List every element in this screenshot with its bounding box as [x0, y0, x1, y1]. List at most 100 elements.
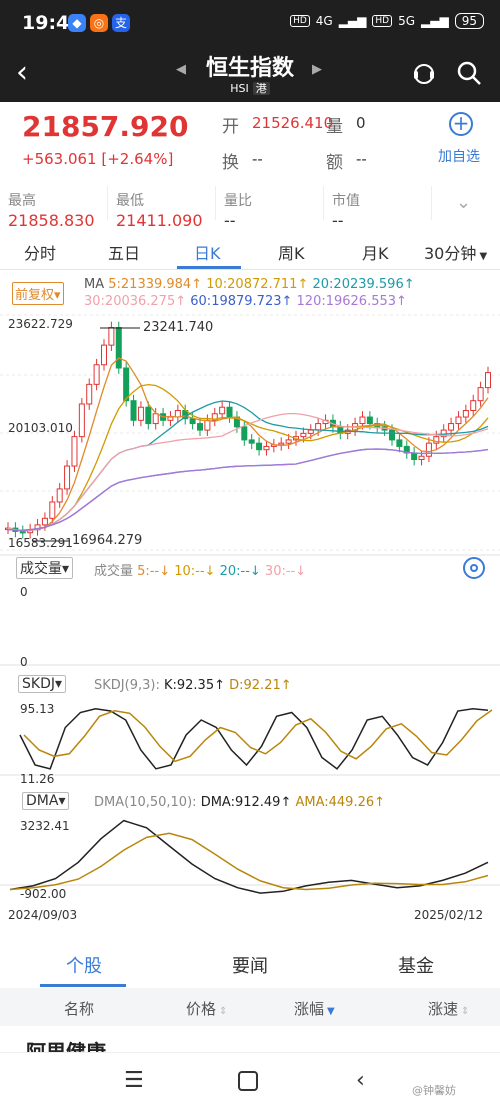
skdj-axis-bottom: 11.26 — [20, 772, 55, 786]
column-name: 名称 — [64, 1000, 95, 1018]
divider — [107, 186, 108, 220]
alipay-icon: 支 — [112, 14, 130, 32]
tab-stocks[interactable]: 个股 — [66, 956, 102, 977]
candle-body — [315, 423, 322, 431]
skdj-d-line — [23, 709, 493, 763]
caret-down-icon: ▾ — [54, 676, 63, 692]
ma30-value: 30:20036.275↑ — [84, 294, 187, 309]
candle-body — [396, 439, 403, 447]
active-tab-indicator — [40, 984, 126, 987]
candle-body — [418, 455, 425, 461]
search-icon[interactable] — [456, 60, 482, 86]
stock-code: HSI — [230, 82, 249, 95]
dma-axis-top: 3232.41 — [20, 819, 70, 833]
ma120-line — [7, 448, 489, 531]
caret-down-icon: ▾ — [62, 561, 70, 577]
candle-body — [455, 416, 462, 425]
candle-body — [49, 501, 56, 519]
hd-icon: HD — [290, 15, 310, 27]
column-speed[interactable]: 涨速 ⇕ — [428, 998, 469, 1019]
candle-body — [204, 419, 211, 431]
tab-news[interactable]: 要闻 — [232, 956, 268, 977]
dma-indicator-selector[interactable]: DMA▾ — [22, 792, 70, 810]
vol-ma30: 30:--↓ — [264, 564, 307, 579]
candle-body — [19, 530, 26, 534]
market-cap-label: 市值 — [332, 193, 360, 209]
ma-label: MA — [84, 277, 105, 292]
candle-body — [485, 372, 491, 389]
home-icon[interactable] — [238, 1071, 258, 1091]
page-subtitle: HSI 港 — [0, 80, 500, 96]
active-tab-indicator — [177, 266, 241, 269]
date-end: 2025/02/12 — [414, 908, 484, 922]
candle-body — [64, 465, 71, 490]
add-favorite-icon[interactable]: + — [449, 112, 473, 136]
y-axis-mid: 20103.010 — [8, 421, 73, 435]
skdj-indicator-selector[interactable]: SKDJ▾ — [18, 675, 67, 693]
candle-body — [300, 432, 307, 438]
chevron-down-icon[interactable]: ⌄ — [456, 192, 472, 213]
menu-icon[interactable]: ☰ — [124, 1068, 144, 1093]
candle-body — [403, 445, 410, 454]
page-title: 恒生指数 — [205, 56, 294, 81]
ma30-line — [7, 412, 489, 532]
candle-body — [211, 413, 218, 421]
market-badge: 港 — [252, 82, 270, 95]
status-bar: 19:41 ◆ ◎ 支 HD 4G ▂▄▆ HD 5G ▂▄▆ 95 — [0, 0, 500, 48]
skdj-k-value: K:92.35↑ — [163, 678, 225, 693]
tab-daily-k[interactable]: 日K — [194, 244, 221, 263]
ma20-value: 20:20239.596↑ — [312, 277, 415, 292]
ama-line — [9, 832, 489, 891]
price-change: +563.061 [+2.64%] — [22, 150, 173, 168]
turnover-label: 换 — [222, 153, 239, 173]
column-price[interactable]: 价格 ⇕ — [186, 998, 227, 1019]
candle-body — [256, 442, 263, 451]
candle-body — [440, 429, 447, 438]
tab-monthly-k[interactable]: 月K — [362, 244, 389, 263]
news-tabs — [0, 938, 500, 988]
high-value: 21858.830 — [8, 211, 95, 230]
amount-label: 额 — [326, 153, 343, 173]
tab-weekly-k[interactable]: 周K — [278, 244, 305, 263]
tab-timeshare[interactable]: 分时 — [24, 244, 57, 263]
back-icon[interactable]: ‹ — [16, 55, 28, 90]
back-nav-icon[interactable]: ‹ — [356, 1068, 365, 1093]
candle-body — [285, 439, 292, 444]
settings-gear-icon[interactable] — [463, 557, 485, 579]
volume-indicator-selector[interactable]: 成交量▾ — [16, 557, 74, 579]
ma10-value: 10:20872.711↑ — [206, 277, 309, 292]
tab-30min[interactable]: 30分钟 ▼ — [424, 240, 487, 264]
app-icon: ◆ — [68, 14, 86, 32]
candle-body — [152, 413, 159, 425]
customer-service-icon[interactable] — [411, 60, 437, 86]
candle-body — [78, 403, 85, 438]
column-change-label: 涨幅 — [294, 1000, 325, 1018]
min-price-label: 16964.279 — [72, 533, 143, 548]
prev-stock-icon[interactable]: ◀ — [176, 62, 186, 77]
volume-label: 成交量 — [94, 564, 134, 579]
next-stock-icon[interactable]: ▶ — [312, 62, 322, 77]
kline-chart[interactable] — [0, 310, 500, 910]
ma5-line — [7, 357, 489, 532]
candle-body — [241, 426, 248, 441]
volume-ratio-value: -- — [224, 211, 236, 230]
vol-ma5: 5:--↓ — [137, 564, 171, 579]
adjust-selector[interactable]: 前复权▾ — [12, 282, 64, 305]
tab-five-day[interactable]: 五日 — [108, 244, 141, 263]
candle-body — [41, 517, 48, 526]
ma120-value: 120:19626.553↑ — [296, 294, 407, 309]
dma-legend: DMA(10,50,10): DMA:912.49↑ AMA:449.26↑ — [94, 795, 385, 810]
add-favorite-button[interactable]: 加自选 — [438, 149, 480, 165]
tab-funds[interactable]: 基金 — [398, 956, 434, 977]
caret-down-icon: ▾ — [54, 288, 61, 303]
candle-body — [278, 442, 285, 446]
column-change[interactable]: 涨幅 ▼ — [294, 998, 335, 1019]
candle-body — [219, 406, 226, 415]
candle-body — [86, 383, 93, 405]
dma-lines — [9, 819, 489, 894]
dma-axis-bottom: -902.00 — [20, 887, 67, 901]
volume-axis-top: 0 — [20, 585, 28, 599]
volume-label: 量 — [326, 117, 343, 137]
high-label: 最高 — [8, 193, 36, 209]
status-time: 19:41 — [22, 12, 83, 34]
